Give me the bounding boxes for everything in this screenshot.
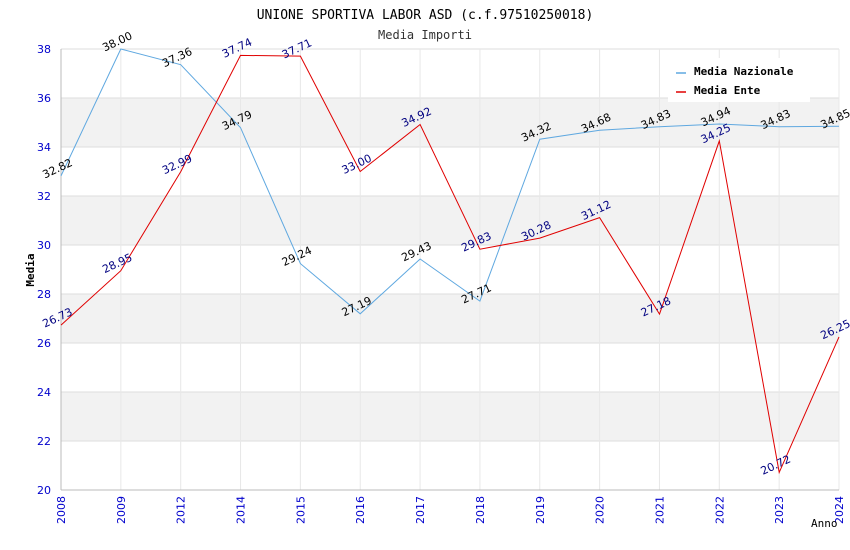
x-tick-label: 2015 [294, 496, 307, 524]
grid-bands [61, 98, 839, 441]
x-tick-label: 2012 [175, 496, 188, 524]
chart-title: UNIONE SPORTIVA LABOR ASD (c.f.975102500… [257, 8, 594, 23]
y-tick-label: 26 [37, 337, 51, 350]
y-axis-label: Media [24, 253, 37, 286]
y-tick-label: 32 [37, 190, 51, 203]
x-tick-label: 2016 [354, 496, 367, 524]
y-tick-label: 24 [37, 386, 51, 399]
gridlines [60, 48, 840, 491]
x-tick-label: 2020 [594, 496, 607, 524]
x-tick-label: 2021 [653, 496, 666, 524]
legend-label-media-ente: Media Ente [694, 84, 761, 97]
y-tick-label: 28 [37, 288, 51, 301]
x-tick-label: 2024 [833, 496, 846, 524]
x-tick-label: 2019 [534, 496, 547, 524]
x-tick-label: 2014 [235, 496, 248, 524]
legend: Media Nazionale Media Ente [668, 58, 810, 102]
legend-box [668, 58, 810, 102]
y-tick-label: 36 [37, 92, 51, 105]
series-lines [60, 48, 840, 475]
x-tick-label: 2009 [115, 496, 128, 524]
series-line-media-nazionale [60, 48, 840, 315]
x-axis-label: Anno [811, 517, 838, 530]
axes [60, 49, 839, 491]
legend-label-media-nazionale: Media Nazionale [694, 65, 794, 78]
x-tick-label: 2008 [55, 496, 68, 524]
grid-band [61, 98, 839, 147]
chart-subtitle: Media Importi [378, 28, 472, 42]
grid-band [61, 392, 839, 441]
y-tick-label: 20 [37, 484, 51, 497]
x-tick-label: 2023 [773, 496, 786, 524]
y-tick-label: 30 [37, 239, 51, 252]
y-tick-label: 34 [37, 141, 51, 154]
series-line-media-ente [60, 54, 840, 475]
y-tick-label: 22 [37, 435, 51, 448]
grid-band [61, 294, 839, 343]
x-tick-label: 2018 [474, 496, 487, 524]
grid-band [61, 196, 839, 245]
y-tick-label: 38 [37, 43, 51, 56]
x-tick-label: 2017 [414, 496, 427, 524]
x-tick-label: 2022 [713, 496, 726, 524]
